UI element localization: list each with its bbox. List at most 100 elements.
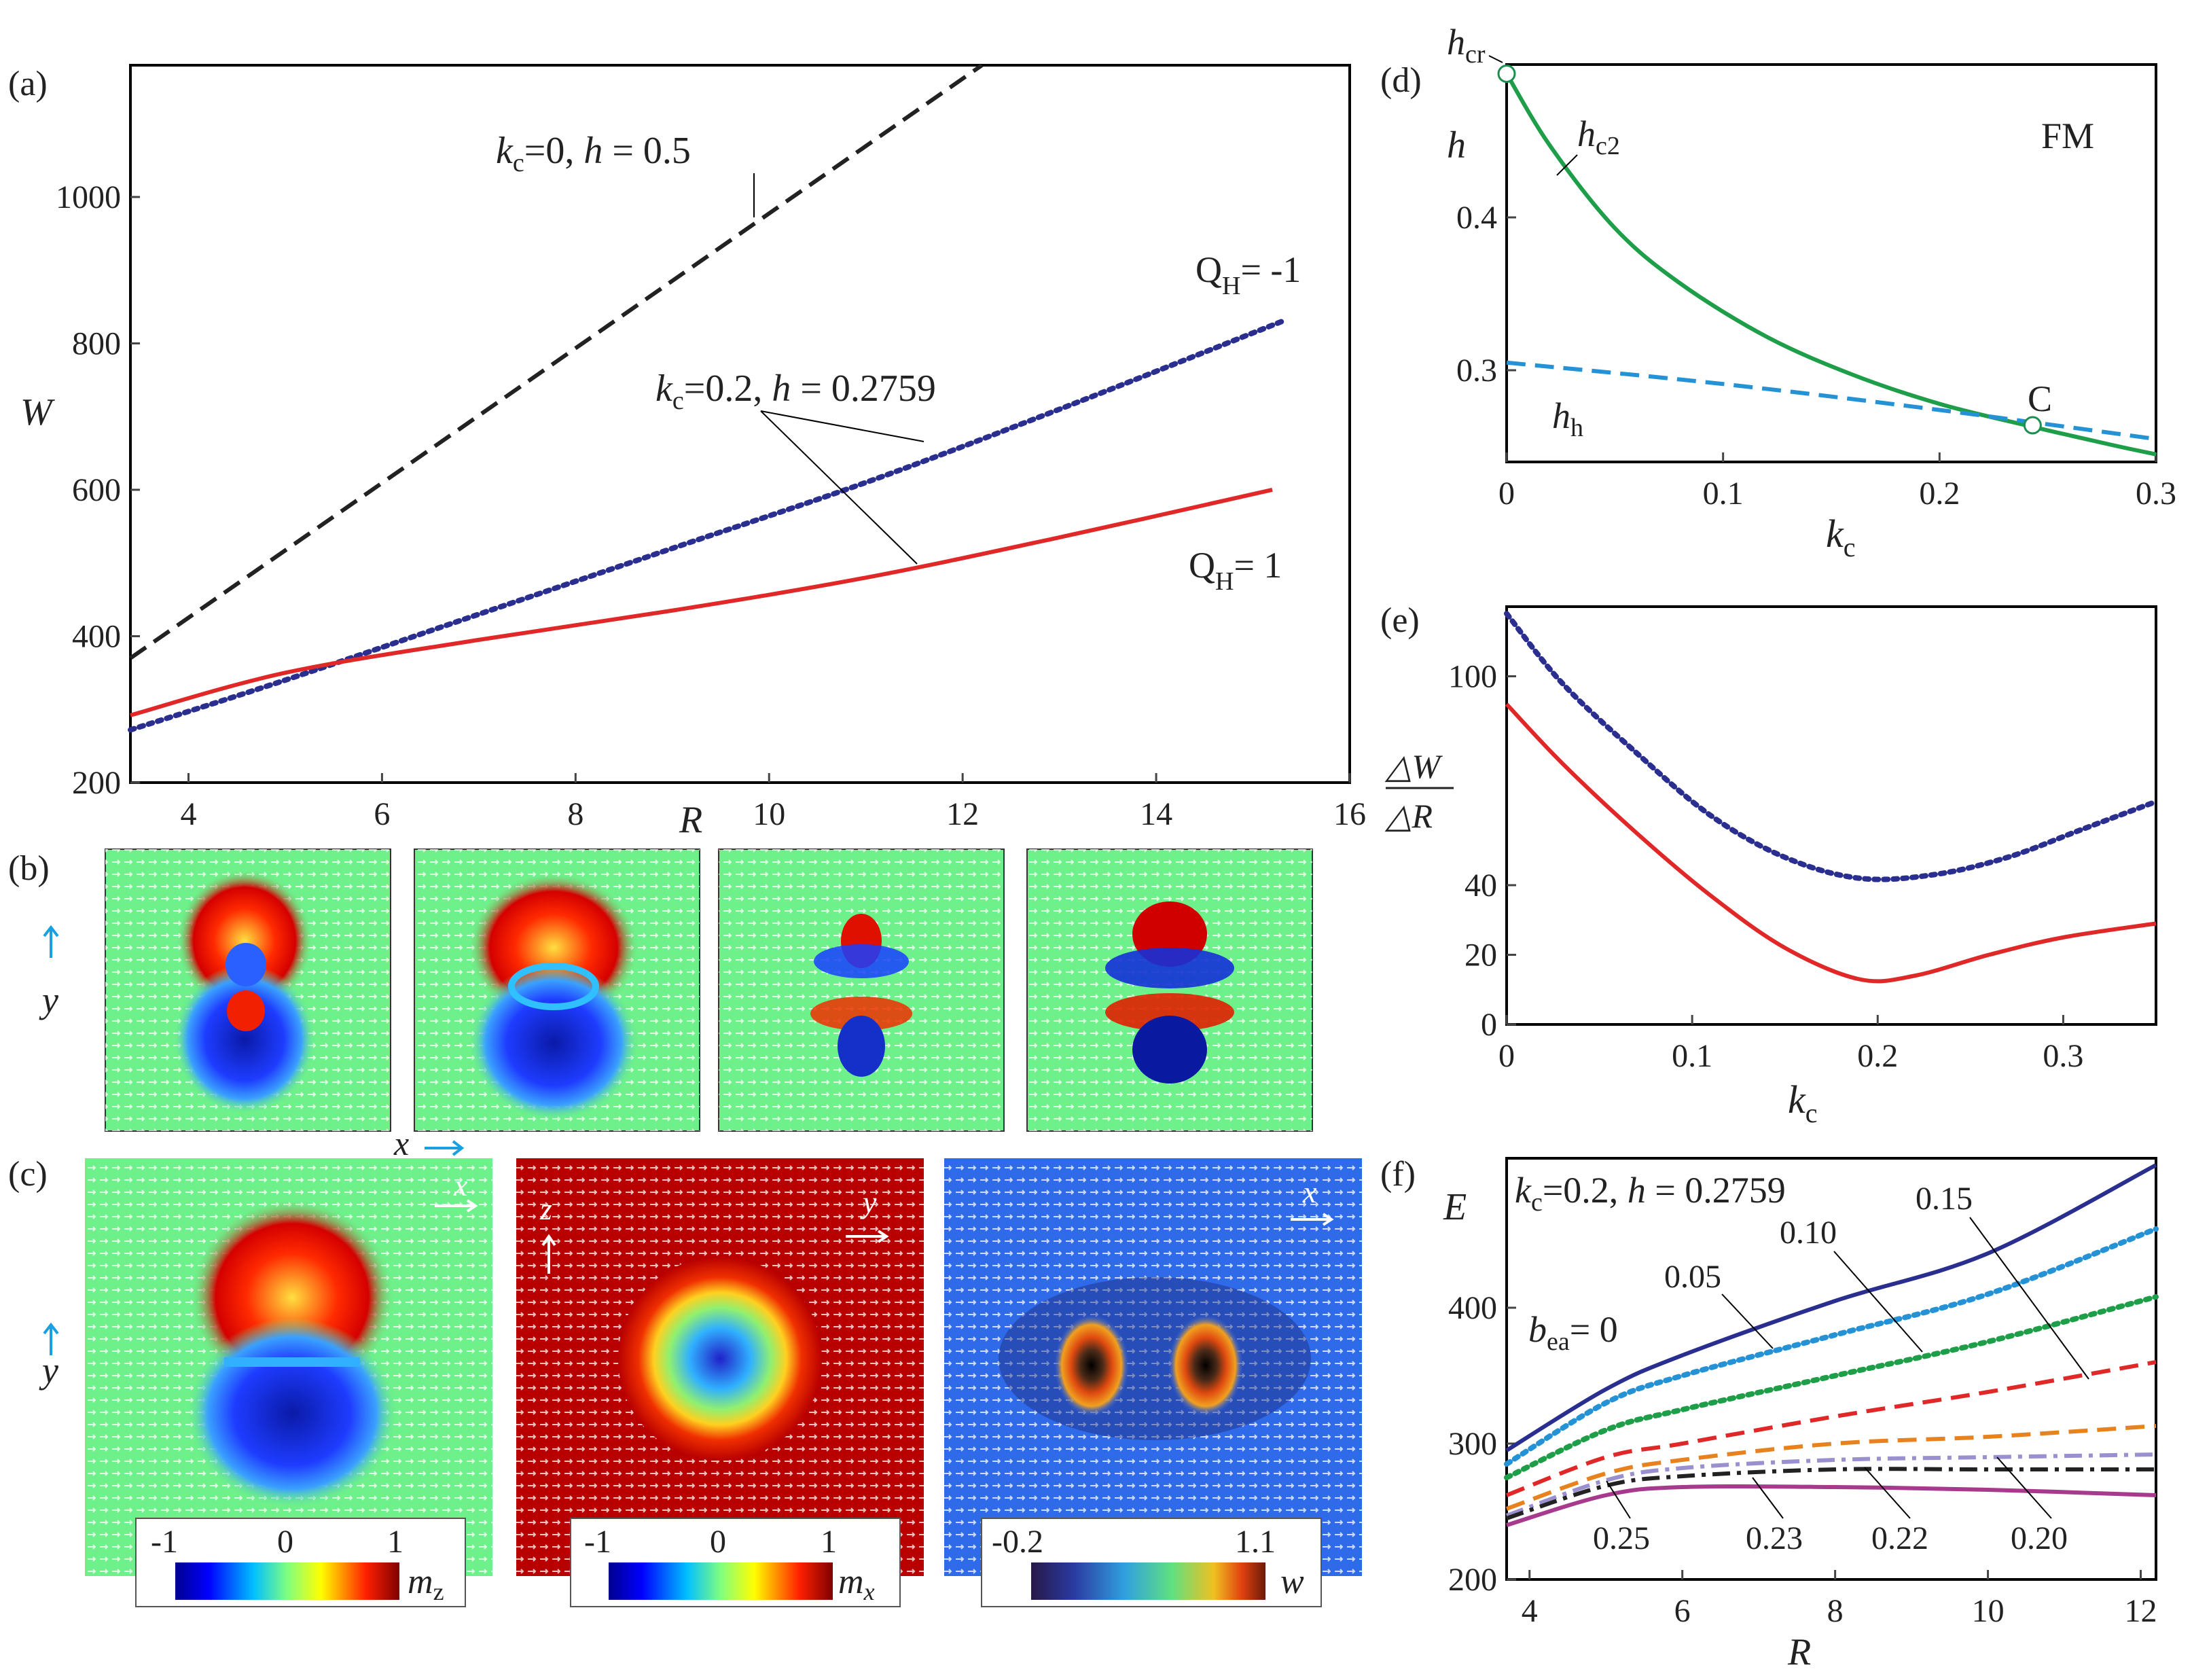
- x-tick-label: 0.1: [1703, 476, 1744, 512]
- cb-w-label: w: [1280, 1562, 1304, 1601]
- panel-b-y-axis: y: [39, 980, 58, 1020]
- label-f-020-leader: [1996, 1456, 2052, 1519]
- series-line-f-3: [1505, 1360, 2157, 1497]
- series-line-a-1: [128, 319, 1285, 733]
- panel-d-series: [1497, 65, 2157, 457]
- x-tick-label: 8: [1827, 1593, 1844, 1629]
- y-tick-label: 600: [72, 472, 121, 508]
- up-arrow-icon: [43, 1322, 59, 1355]
- x-tick-label: 6: [1674, 1593, 1691, 1629]
- panel-d-xlabel: kc: [1826, 512, 1856, 562]
- panel-b-map-3: [718, 848, 1005, 1132]
- x-tick-label: 0.3: [2043, 1038, 2083, 1074]
- right-arrow-icon: [846, 1230, 889, 1243]
- y-tick-label: 0.4: [1456, 200, 1497, 236]
- panel-b-map-4: [1026, 848, 1313, 1132]
- label-f-005-leader: [1721, 1293, 1774, 1349]
- series-line-f-1: [1504, 1226, 2159, 1467]
- x-tick-label: 10: [753, 796, 785, 832]
- y-tick-label: 100: [1448, 659, 1497, 695]
- right-arrow-icon: [425, 1140, 465, 1156]
- panel-label-a: (a): [8, 65, 48, 103]
- label-f-005: 0.05: [1664, 1259, 1721, 1295]
- marker-point-1: [2023, 416, 2042, 435]
- panel-d-ylabel: h: [1447, 124, 1466, 166]
- panel-label-d: (d): [1380, 61, 1422, 100]
- y-tick-label: 40: [1465, 868, 1497, 904]
- label-fm: FM: [2041, 115, 2094, 156]
- panel-e-xlabel: kc: [1788, 1077, 1818, 1128]
- y-tick-label: 1000: [56, 179, 121, 215]
- series-line-f-4: [1505, 1424, 2157, 1511]
- cb-mx-min: -1: [584, 1524, 611, 1560]
- label-f-015-leader: [1969, 1217, 2089, 1380]
- panel-d-ticks: 0 0.1 0.2 0.3 0.3 0.4: [1456, 200, 2176, 512]
- y-tick-label: 800: [72, 325, 121, 361]
- panel-b-map-2: [414, 848, 700, 1132]
- y-tick-label: 0: [1481, 1007, 1497, 1043]
- label-f-023-leader: [1752, 1477, 1784, 1519]
- up-arrow-icon: [43, 925, 59, 958]
- series-line-f-7: [1506, 1484, 2157, 1527]
- cb-mz-label: mz: [408, 1562, 444, 1605]
- cb-mz-min: -1: [151, 1524, 178, 1560]
- panel-e-series: [1504, 611, 2159, 984]
- panel-a-ylabel: W: [20, 391, 55, 433]
- panel-label-b: (b): [8, 849, 50, 888]
- label-f-010-leader: [1833, 1251, 1923, 1353]
- series-line-f-0: [1505, 1163, 2157, 1452]
- x-tick-label: 16: [1333, 796, 1366, 832]
- y-tick-label: 400: [72, 618, 121, 654]
- series-line-e-1: [1505, 702, 2157, 984]
- label-hcr: hcr: [1447, 22, 1486, 69]
- series-line-f-2: [1504, 1294, 2159, 1480]
- marker-point-0: [1497, 65, 1516, 83]
- y-tick-label: 0.3: [1456, 353, 1497, 389]
- x-tick-label: 0: [1498, 1038, 1515, 1074]
- panel-label-c: (c): [8, 1155, 48, 1194]
- right-arrow-icon: [1291, 1213, 1334, 1226]
- series-line-a-0: [129, 63, 984, 660]
- panel-c-map-mz: x -1 0 1 mz: [85, 1158, 492, 1607]
- x-tick-label: 0.2: [1919, 476, 1960, 512]
- panel-a-xlabel: R: [679, 799, 702, 841]
- panel-d-frame: [1505, 63, 2157, 463]
- panel-a-ticks: 4 6 8 10 12 14 16 200 400 600 800 1000: [56, 179, 1366, 832]
- x-tick-label: 10: [1972, 1593, 2005, 1629]
- series-line-f-6: [1506, 1467, 2156, 1520]
- label-hcr-leader: [1488, 55, 1503, 63]
- panel-f-series: [1504, 1163, 2159, 1527]
- up-arrow-icon: [541, 1234, 556, 1274]
- label-f-022-leader: [1864, 1467, 1911, 1519]
- label-bea: bea= 0: [1528, 1309, 1618, 1356]
- label-f-020: 0.20: [2011, 1520, 2068, 1556]
- panel-a-frame: [129, 64, 1351, 784]
- x-tick-label: 4: [180, 796, 196, 832]
- label-qh-plus: QH= 1: [1189, 545, 1282, 596]
- cb-w-min: -0.2: [992, 1524, 1043, 1560]
- label-hc2-leader: [1556, 154, 1578, 176]
- x-tick-label: 0: [1498, 476, 1515, 512]
- cb-mx-label: mx: [838, 1562, 875, 1605]
- cb-mx-mid: 0: [710, 1524, 726, 1560]
- cb-mx-max: 1: [821, 1524, 837, 1560]
- panel-a-series: [128, 63, 1285, 733]
- map-w-direction: x: [1302, 1175, 1317, 1209]
- panel-c-map-w: x -0.2 1.1 w: [944, 1158, 1362, 1607]
- series-line-d-0: [1505, 72, 2157, 457]
- panel-label-f: (f): [1380, 1155, 1416, 1194]
- map-mx-direction: y: [860, 1185, 877, 1219]
- y-tick-label: 200: [72, 765, 121, 801]
- x-tick-label: 12: [946, 796, 979, 832]
- x-tick-label: 4: [1522, 1593, 1538, 1629]
- label-f-022: 0.22: [1871, 1520, 1928, 1556]
- annotation-kc02: kc=0.2, h = 0.2759: [655, 368, 936, 415]
- panel-f-ylabel: E: [1443, 1186, 1467, 1228]
- label-f-010: 0.10: [1780, 1215, 1837, 1251]
- panel-f-header: kc=0.2, h = 0.2759: [1515, 1170, 1786, 1217]
- label-hh: hh: [1552, 395, 1583, 442]
- cb-mz-mid: 0: [277, 1524, 293, 1560]
- label-qh-minus: QH= -1: [1196, 249, 1301, 300]
- annotation-kc0: kc=0, h = 0.5: [496, 130, 691, 177]
- panel-f-ticks: 4 6 8 10 12 200 300 400: [1448, 1290, 2157, 1629]
